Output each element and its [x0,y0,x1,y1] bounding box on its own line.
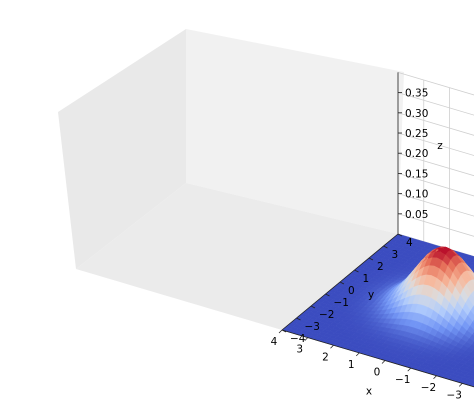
y-tick-label: 3 [392,249,399,261]
x-tick-label: 1 [348,359,355,371]
z-tick-label: 0.25 [405,128,428,140]
z-tick-label: 0.10 [405,189,428,201]
z-tick-label: 0.05 [405,209,428,221]
x-tick-label: 4 [271,336,278,348]
z-axis-label: z [437,140,443,152]
z-tick-label: 0.15 [405,168,428,180]
x-tick-label: −3 [447,389,462,401]
y-tick-label: −4 [290,333,306,345]
x-tick-label: 3 [296,344,303,356]
x-tick-mark [356,353,359,356]
x-tick-mark [434,376,437,379]
x-tick-mark [331,345,334,348]
x-tick-mark [408,368,411,371]
y-tick-label: −3 [305,321,320,333]
x-tick-label: −2 [421,382,436,394]
y-tick-label: 2 [377,261,384,273]
y-axis-label: y [368,289,374,301]
x-tick-mark [382,361,385,364]
x-tick-mark [459,383,462,386]
y-tick-label: 0 [348,285,355,297]
y-tick-label: −1 [334,297,349,309]
z-tick-label: 0.30 [405,108,428,120]
y-tick-label: 1 [363,273,370,285]
x-tick-label: −1 [395,374,410,386]
z-tick-label: 0.20 [405,148,428,160]
y-tick-label: 4 [406,237,413,249]
x-tick-label: 2 [322,351,329,363]
x-axis-label: x [366,386,372,398]
y-tick-label: −2 [319,309,334,321]
x-tick-label: 0 [374,367,381,379]
z-tick-label: 0.35 [405,88,428,100]
x-tick-mark [279,330,282,333]
